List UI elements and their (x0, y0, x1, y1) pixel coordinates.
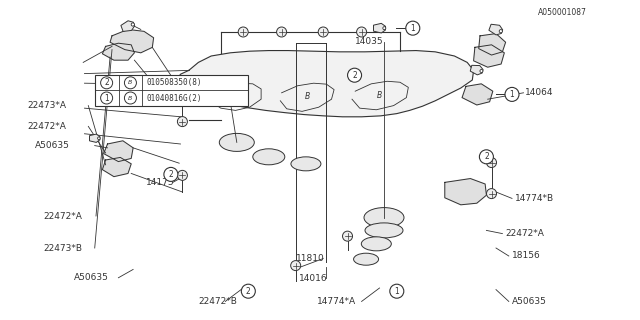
Polygon shape (178, 51, 474, 117)
Circle shape (241, 284, 255, 298)
Text: 14774*A: 14774*A (317, 297, 356, 306)
Text: 010508350(8): 010508350(8) (147, 78, 202, 87)
Circle shape (390, 284, 404, 298)
Text: 2: 2 (104, 78, 109, 87)
Ellipse shape (364, 208, 404, 228)
Ellipse shape (362, 237, 391, 251)
Text: 22472*A: 22472*A (27, 122, 66, 131)
Text: 14774*B: 14774*B (515, 194, 554, 203)
Circle shape (406, 21, 420, 35)
Polygon shape (462, 84, 493, 105)
Text: 1: 1 (509, 90, 515, 99)
Bar (95, 75, 248, 106)
Circle shape (177, 170, 188, 180)
Text: 22473*B: 22473*B (44, 244, 83, 252)
Circle shape (486, 188, 497, 199)
Polygon shape (110, 29, 154, 53)
Circle shape (383, 27, 386, 30)
Text: B: B (232, 93, 237, 102)
Ellipse shape (291, 157, 321, 171)
Text: 2: 2 (168, 170, 173, 179)
Circle shape (177, 116, 188, 127)
Polygon shape (90, 134, 100, 142)
Polygon shape (479, 34, 506, 55)
Text: 1: 1 (394, 287, 399, 296)
Text: A50635: A50635 (35, 141, 70, 150)
Text: 1: 1 (104, 93, 109, 102)
Text: A50635: A50635 (512, 297, 547, 306)
Circle shape (238, 27, 248, 37)
Text: A050001087: A050001087 (538, 8, 586, 17)
Polygon shape (121, 21, 134, 31)
Circle shape (479, 150, 493, 164)
Text: B: B (128, 80, 132, 85)
Circle shape (291, 260, 301, 271)
Polygon shape (470, 65, 483, 75)
Text: A50635: A50635 (74, 273, 108, 282)
Circle shape (124, 77, 136, 89)
Circle shape (318, 27, 328, 37)
Circle shape (499, 29, 502, 33)
Text: B: B (128, 95, 132, 100)
Text: 22472*A: 22472*A (44, 212, 83, 220)
Ellipse shape (253, 149, 285, 165)
Circle shape (348, 68, 362, 82)
Ellipse shape (220, 133, 254, 151)
Text: 14016: 14016 (299, 274, 328, 283)
Circle shape (480, 69, 483, 73)
Text: 22472*B: 22472*B (198, 297, 237, 306)
Circle shape (164, 167, 178, 181)
Text: 14035: 14035 (355, 37, 384, 46)
Text: 14035: 14035 (198, 78, 227, 87)
Circle shape (486, 157, 497, 168)
Text: 14064: 14064 (525, 88, 554, 97)
Circle shape (97, 137, 100, 140)
Text: B: B (305, 92, 310, 101)
Polygon shape (374, 23, 385, 33)
Ellipse shape (365, 223, 403, 238)
Circle shape (342, 231, 353, 241)
Circle shape (124, 92, 136, 104)
Text: 18156: 18156 (512, 252, 541, 260)
Circle shape (100, 92, 113, 104)
Circle shape (276, 27, 287, 37)
Circle shape (177, 83, 188, 93)
Polygon shape (102, 43, 134, 60)
Text: 14175: 14175 (146, 178, 175, 187)
Text: 22473*A: 22473*A (27, 101, 66, 110)
Text: 1: 1 (410, 24, 415, 33)
Polygon shape (474, 45, 504, 67)
Circle shape (505, 87, 519, 101)
Text: 2: 2 (352, 71, 357, 80)
Circle shape (131, 23, 134, 26)
Text: 22472*A: 22472*A (506, 229, 545, 238)
Text: 11810: 11810 (296, 254, 324, 263)
Text: 2: 2 (246, 287, 251, 296)
Circle shape (100, 77, 113, 89)
Text: 2: 2 (484, 152, 489, 161)
Polygon shape (445, 179, 486, 205)
Text: B: B (377, 91, 382, 100)
Polygon shape (102, 157, 131, 177)
Text: 01040816G(2): 01040816G(2) (147, 93, 202, 102)
Polygon shape (489, 24, 502, 35)
Ellipse shape (353, 253, 379, 265)
Circle shape (356, 27, 367, 37)
Polygon shape (104, 141, 133, 162)
